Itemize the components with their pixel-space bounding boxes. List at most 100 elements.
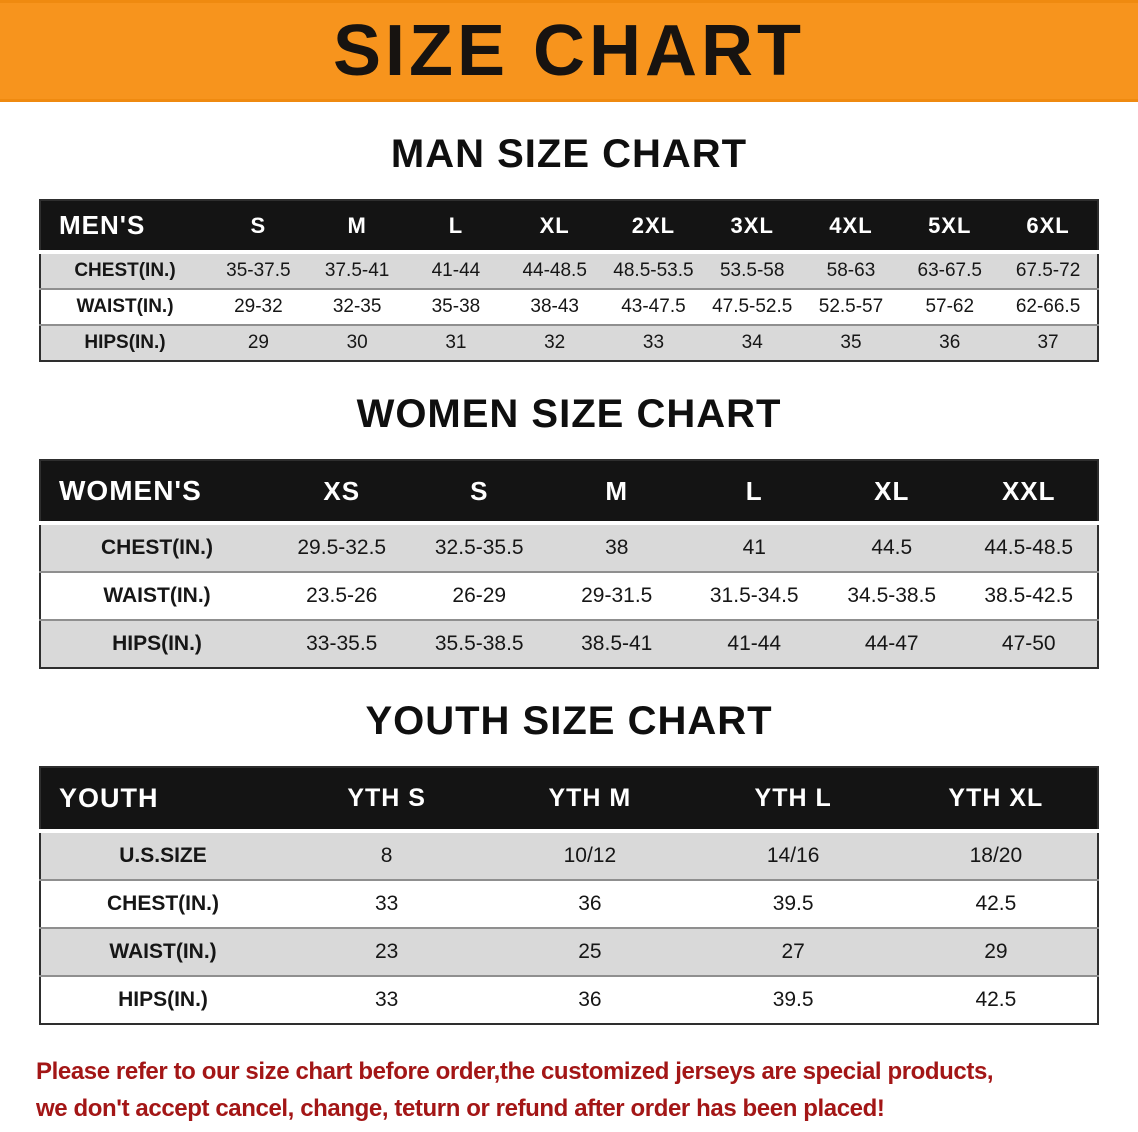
- size-value-cell: 38.5-41: [548, 619, 686, 668]
- row-label: CHEST(IN.): [74, 260, 176, 281]
- table-row: CHEST(IN.) 33 36 39.5 42.5: [40, 879, 1098, 928]
- size-header-cell: YTH XL: [894, 767, 1098, 833]
- table-header-row: MEN'S S M L XL 2XL 3XL 4XL 5XL 6XL: [40, 200, 1098, 254]
- size-value-cell: 14/16: [766, 844, 820, 867]
- size-value-cell: 35.5-38.5: [410, 619, 548, 668]
- table-header-row: WOMEN'S XS S M L XL XXL: [40, 460, 1098, 525]
- size-value-cell: 36: [488, 879, 692, 928]
- size-value-cell: 29: [209, 324, 308, 361]
- women-size-table: WOMEN'S XS S M L XL XXL CHEST(IN.) 29.5-32.5 32.5…: [39, 459, 1099, 669]
- size-value-cell: 29: [894, 927, 1098, 976]
- table-row: HIPS(IN.) 29 30 31 32 33 34 35 36 37: [40, 324, 1098, 361]
- table-row: WAIST(IN.) 23.5-26 26-29 29-31.5 31.5-34.5 34…: [40, 571, 1098, 620]
- size-value-cell: 48.5-53.5: [613, 260, 694, 281]
- size-value-cell: 39.5: [691, 975, 895, 1024]
- size-value-cell: 47.5-52.5: [702, 288, 802, 325]
- row-label: CHEST(IN.): [101, 536, 213, 559]
- size-value-cell: 44.5-48.5: [984, 536, 1074, 559]
- size-value-cell: 32: [505, 324, 605, 361]
- size-header-cell: L: [406, 200, 506, 254]
- row-label: HIPS(IN.): [40, 324, 209, 361]
- size-value-cell: 41-44: [431, 260, 481, 281]
- size-value-cell: 38-43: [505, 288, 605, 325]
- size-value-cell: 62-66.5: [999, 288, 1098, 325]
- size-value-cell: 33: [604, 324, 703, 361]
- men-size-table: MEN'S S M L XL 2XL 3XL 4XL 5XL 6XL CHEST(IN.) 35-37…: [39, 199, 1099, 362]
- size-value-cell: 42.5: [894, 975, 1098, 1024]
- size-value-cell: 25: [488, 927, 692, 976]
- table-row: CHEST(IN.) 35-37.5 37.5-41 41-44 44-48.5 48.5…: [40, 252, 1098, 289]
- table-row: CHEST(IN.) 29.5-32.5 32.5-35.5 38 41 44.5 44.5…: [40, 523, 1098, 572]
- table-row: HIPS(IN.) 33-35.5 35.5-38.5 38.5-41 41-44 44-…: [40, 619, 1098, 668]
- size-value-cell: 34.5-38.5: [823, 571, 961, 620]
- size-value-cell: 35-38: [406, 288, 506, 325]
- row-label: CHEST(IN.): [40, 879, 285, 928]
- size-header-cell: L: [685, 460, 823, 525]
- size-header-cell: 2XL: [604, 200, 703, 254]
- size-value-cell: 23: [285, 927, 489, 976]
- size-value-cell: 29.5-32.5: [297, 536, 387, 559]
- size-value-cell: 31.5-34.5: [685, 571, 823, 620]
- size-value-cell: 47-50: [960, 619, 1098, 668]
- table-row: HIPS(IN.) 33 36 39.5 42.5: [40, 975, 1098, 1024]
- women-size-section: WOMEN SIZE CHART WOMEN'S XS S M L XL XXL CHEST(…: [0, 392, 1138, 669]
- size-value-cell: 36: [900, 324, 1000, 361]
- size-value-cell: 30: [307, 324, 407, 361]
- size-value-cell: 35-37.5: [226, 260, 291, 281]
- size-value-cell: 29-32: [209, 288, 308, 325]
- size-value-cell: 10/12: [563, 844, 617, 867]
- size-value-cell: 43-47.5: [604, 288, 703, 325]
- size-value-cell: 8: [380, 844, 393, 867]
- size-header-cell: XL: [823, 460, 961, 525]
- size-header-cell: 6XL: [999, 200, 1098, 254]
- size-header-cell: M: [548, 460, 686, 525]
- table-title-cell: MEN'S: [40, 200, 209, 254]
- row-label: HIPS(IN.): [40, 619, 273, 668]
- men-size-section: MAN SIZE CHART MEN'S S M L XL 2XL 3XL 4XL 5XL 6XL…: [0, 132, 1138, 362]
- size-header-cell: YTH S: [285, 767, 489, 833]
- size-header-cell: YTH M: [488, 767, 692, 833]
- size-value-cell: 38: [605, 536, 629, 559]
- size-value-cell: 35: [801, 324, 901, 361]
- table-title-cell: YOUTH: [40, 767, 285, 833]
- table-header-row: YOUTH YTH S YTH M YTH L YTH XL: [40, 767, 1098, 833]
- size-value-cell: 32-35: [307, 288, 407, 325]
- table-row: WAIST(IN.) 29-32 32-35 35-38 38-43 43-47.5 47.…: [40, 288, 1098, 325]
- size-chart-content: MAN SIZE CHART MEN'S S M L XL 2XL 3XL 4XL 5XL 6XL…: [0, 132, 1138, 1127]
- size-value-cell: 67.5-72: [1015, 260, 1081, 281]
- size-value-cell: 63-67.5: [917, 260, 982, 281]
- size-value-cell: 33: [285, 975, 489, 1024]
- size-value-cell: 37: [999, 324, 1098, 361]
- size-value-cell: 23.5-26: [273, 571, 411, 620]
- size-value-cell: 31: [406, 324, 506, 361]
- size-header-cell: XXL: [960, 460, 1098, 525]
- notice-line-2: we don't accept cancel, change, teturn o…: [36, 1095, 885, 1123]
- size-header-cell: XS: [273, 460, 411, 525]
- size-value-cell: 53.5-58: [719, 260, 785, 281]
- size-value-cell: 39.5: [691, 879, 895, 928]
- row-label: WAIST(IN.): [40, 571, 273, 620]
- size-value-cell: 58-63: [826, 260, 876, 281]
- size-value-cell: 41: [742, 536, 766, 559]
- notice-line-1: Please refer to our size chart before or…: [36, 1058, 994, 1085]
- row-label: WAIST(IN.): [40, 927, 285, 976]
- size-value-cell: 44-47: [823, 619, 961, 668]
- banner: SIZE CHART: [0, 0, 1138, 102]
- notice-text: Please refer to our size chart before or…: [36, 1053, 1102, 1127]
- row-label: HIPS(IN.): [40, 975, 285, 1024]
- size-header-cell: 5XL: [900, 200, 1000, 254]
- size-value-cell: 26-29: [410, 571, 548, 620]
- size-value-cell: 57-62: [900, 288, 1000, 325]
- size-value-cell: 42.5: [894, 879, 1098, 928]
- table-title-cell: WOMEN'S: [40, 460, 273, 525]
- size-value-cell: 36: [488, 975, 692, 1024]
- size-value-cell: 52.5-57: [801, 288, 901, 325]
- men-section-heading: MAN SIZE CHART: [390, 132, 748, 176]
- size-value-cell: 33-35.5: [273, 619, 411, 668]
- size-value-cell: 44.5: [871, 536, 913, 559]
- youth-size-section: YOUTH SIZE CHART YOUTH YTH S YTH M YTH L YTH…: [0, 699, 1138, 1025]
- size-header-cell: S: [209, 200, 308, 254]
- size-value-cell: 32.5-35.5: [434, 536, 524, 559]
- size-value-cell: 27: [691, 927, 895, 976]
